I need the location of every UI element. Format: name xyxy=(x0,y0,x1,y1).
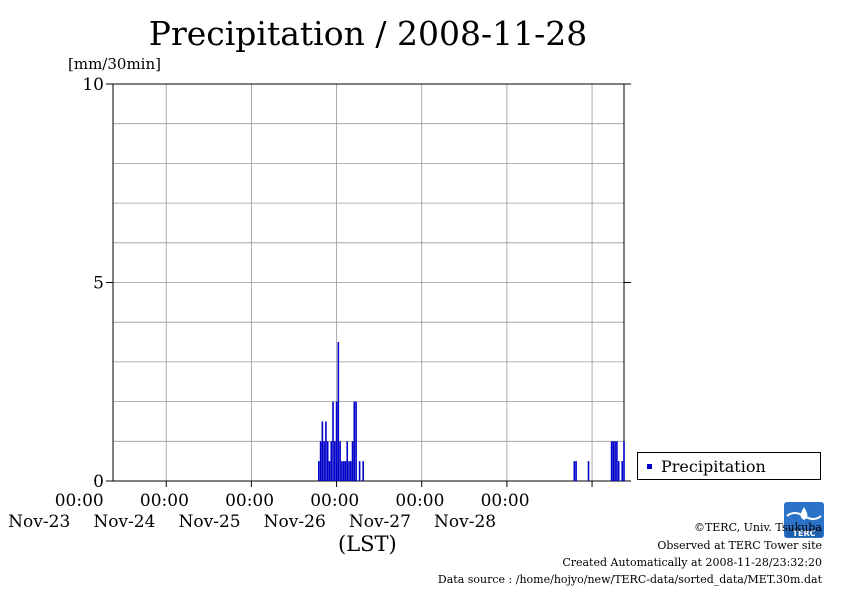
precip-bar xyxy=(616,441,618,481)
x-axis-unit-label: (LST) xyxy=(338,532,397,556)
precip-bar xyxy=(573,461,576,481)
legend-swatch xyxy=(647,464,652,469)
x-tick-time-label: 00:00 xyxy=(140,491,189,511)
precip-bar xyxy=(333,441,336,481)
precip-bar xyxy=(617,461,620,481)
logo-text: TERC xyxy=(793,529,816,538)
precip-bar xyxy=(623,441,625,481)
precip-bar xyxy=(575,461,577,481)
precip-bar xyxy=(330,441,333,481)
x-tick-date-label: Nov-28 xyxy=(434,512,496,532)
precip-bar xyxy=(318,461,320,481)
x-tick-time-label: 00:00 xyxy=(55,491,104,511)
y-tick-label: 5 xyxy=(93,274,104,294)
precip-bar xyxy=(355,401,357,481)
precip-bar xyxy=(328,461,331,481)
x-tick-time-label: 00:00 xyxy=(395,491,444,511)
credit-copyright: ©TERC, Univ. Tsukuba xyxy=(693,521,822,534)
credit-site: Observed at TERC Tower site xyxy=(657,539,822,552)
precip-bar xyxy=(610,441,613,481)
y-tick-label: 0 xyxy=(93,472,104,492)
x-tick-date-label: Nov-24 xyxy=(93,512,155,532)
precip-bar xyxy=(321,421,324,481)
precip-bar xyxy=(342,461,345,481)
credit-created: Created Automatically at 2008-11-28/23:3… xyxy=(562,556,822,569)
x-tick-date-label: Nov-26 xyxy=(264,512,326,532)
x-tick-date-label: Nov-23 xyxy=(8,512,70,532)
precip-bar xyxy=(332,401,334,481)
credit-source: Data source : /home/hojyo/new/TERC-data/… xyxy=(437,573,822,586)
x-tick-time-label: 00:00 xyxy=(225,491,274,511)
precip-bar xyxy=(337,342,340,481)
precip-bar xyxy=(335,401,338,481)
precip-bar xyxy=(587,461,590,481)
x-tick-time-label: 00:00 xyxy=(481,491,530,511)
precip-bar xyxy=(362,461,364,481)
y-axis-unit-label: [mm/30min] xyxy=(68,55,161,73)
x-tick-date-label: Nov-27 xyxy=(349,512,411,532)
precip-bar xyxy=(344,461,347,481)
precipitation-chart: 051000:00Nov-2300:00Nov-2400:00Nov-2500:… xyxy=(8,75,631,532)
precip-bar xyxy=(348,461,350,481)
precip-bar xyxy=(621,461,624,481)
precip-bar xyxy=(325,421,327,481)
precip-bar xyxy=(614,441,616,481)
precip-bar xyxy=(323,441,325,481)
precip-bar xyxy=(341,461,343,481)
precip-bar xyxy=(349,461,352,481)
terc-logo: TERC xyxy=(784,502,824,538)
precip-bar xyxy=(358,461,361,481)
precip-bar xyxy=(346,441,349,481)
precip-bar xyxy=(326,441,329,481)
legend-label: Precipitation xyxy=(661,457,766,476)
chart-title: Precipitation / 2008-11-28 xyxy=(148,14,588,53)
precip-bar xyxy=(339,441,341,481)
legend: Precipitation xyxy=(637,452,821,480)
x-tick-time-label: 00:00 xyxy=(310,491,359,511)
precip-bar xyxy=(353,401,356,481)
precip-bar xyxy=(319,441,322,481)
precip-bar xyxy=(351,441,354,481)
y-tick-label: 10 xyxy=(82,75,104,95)
x-tick-date-label: Nov-25 xyxy=(179,512,241,532)
precip-bar xyxy=(612,441,615,481)
